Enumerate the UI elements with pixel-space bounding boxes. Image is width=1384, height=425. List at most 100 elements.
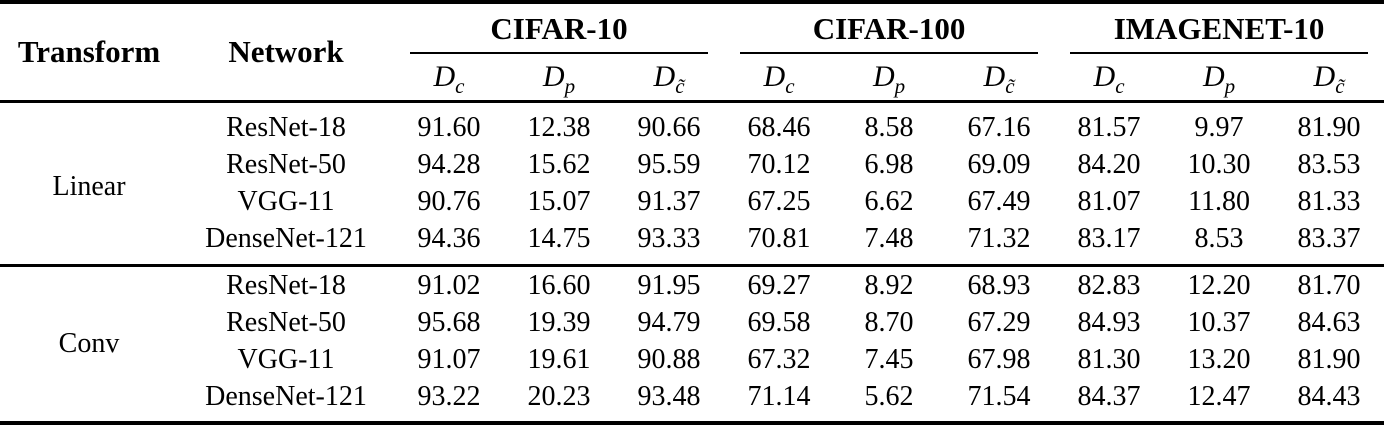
metric-value: 71.14 <box>747 380 811 412</box>
metric-value: 10.37 <box>1187 306 1251 338</box>
subcolumn-header-row: Dc Dp Dc̃ Dc Dp Dc̃ Dc Dp Dc̃ <box>0 54 1384 102</box>
metric-value: 81.07 <box>1077 186 1141 218</box>
metric-value: 6.98 <box>864 149 914 181</box>
metric-value: 83.37 <box>1297 223 1361 255</box>
metric-value: 83.17 <box>1077 223 1141 255</box>
metric-value: 81.90 <box>1297 343 1361 375</box>
metric-value: 67.98 <box>967 343 1031 375</box>
network-label: ResNet-50 <box>226 306 346 338</box>
metric-value: 81.33 <box>1297 186 1361 218</box>
transform-label: Conv <box>58 328 120 360</box>
metric-value: 5.62 <box>864 380 914 412</box>
metric-value: 94.36 <box>417 223 481 255</box>
metric-value: 19.61 <box>527 343 591 375</box>
metric-value: 15.62 <box>527 149 591 181</box>
metric-value: 84.93 <box>1077 306 1141 338</box>
metric-value: 10.30 <box>1187 149 1251 181</box>
metric-value: 67.29 <box>967 306 1031 338</box>
metric-value: 69.09 <box>967 149 1031 181</box>
metric-value: 16.60 <box>527 269 591 301</box>
subcol-header-dp: Dp <box>1202 60 1236 98</box>
subcol-header-dctilde: Dc̃ <box>1313 60 1345 98</box>
group-header-row: Transform Network CIFAR-10 CIFAR-100 IMA… <box>0 2 1384 69</box>
metric-value: 95.68 <box>417 306 481 338</box>
table-row: ResNet-50 94.28 15.62 95.59 70.12 6.98 69.09 84… <box>0 146 1384 183</box>
network-label: DenseNet-121 <box>205 380 367 412</box>
metric-value: 70.81 <box>747 223 811 255</box>
metric-value: 71.32 <box>967 223 1031 255</box>
metric-value: 81.90 <box>1297 112 1361 144</box>
header-transform: Transform <box>17 34 161 69</box>
metric-value: 81.57 <box>1077 112 1141 144</box>
metric-value: 68.46 <box>747 112 811 144</box>
metric-value: 12.47 <box>1187 380 1251 412</box>
table-row: DenseNet-121 94.36 14.75 93.33 70.81 7.48 71.3… <box>0 220 1384 265</box>
metric-value: 84.37 <box>1077 380 1141 412</box>
subcol-header-dctilde: Dc̃ <box>983 60 1015 98</box>
metric-value: 94.28 <box>417 149 481 181</box>
metric-value: 20.23 <box>527 380 591 412</box>
table-row: VGG-11 91.07 19.61 90.88 67.32 7.45 67.98 81.30… <box>0 341 1384 378</box>
metric-value: 67.32 <box>747 343 811 375</box>
block-conv: Conv ResNet-18 91.02 16.60 91.95 69.27 8.92 68.… <box>0 265 1384 423</box>
metric-value: 93.22 <box>417 380 481 412</box>
table-row: ResNet-50 95.68 19.39 94.79 69.58 8.70 67.29 84… <box>0 304 1384 341</box>
metric-value: 9.97 <box>1194 112 1244 144</box>
metric-value: 81.30 <box>1077 343 1141 375</box>
metric-value: 15.07 <box>527 186 591 218</box>
metric-value: 84.43 <box>1297 380 1361 412</box>
network-label: VGG-11 <box>237 186 335 218</box>
table-row: Linear ResNet-18 91.60 12.38 90.66 68.46 8.58 6… <box>0 102 1384 202</box>
metric-value: 7.45 <box>864 343 914 375</box>
subcol-header-dc: Dc <box>763 60 795 98</box>
metric-value: 67.49 <box>967 186 1031 218</box>
network-label: DenseNet-121 <box>205 223 367 255</box>
metric-value: 83.53 <box>1297 149 1361 181</box>
network-label: VGG-11 <box>237 343 335 375</box>
metric-value: 12.38 <box>527 112 591 144</box>
subcol-header-dc: Dc <box>1093 60 1125 98</box>
metric-value: 93.33 <box>637 223 701 255</box>
metric-value: 67.25 <box>747 186 811 218</box>
metric-value: 67.16 <box>967 112 1031 144</box>
metric-value: 94.79 <box>637 306 701 338</box>
metric-value: 90.76 <box>417 186 481 218</box>
metric-value: 69.27 <box>747 269 811 301</box>
metric-value: 8.70 <box>864 306 914 338</box>
metric-value: 70.12 <box>747 149 811 181</box>
metric-value: 90.66 <box>637 112 701 144</box>
metric-value: 71.54 <box>967 380 1031 412</box>
subcol-header-dc: Dc <box>433 60 465 98</box>
subcol-header-dp: Dp <box>542 60 576 98</box>
metric-value: 82.83 <box>1077 269 1141 301</box>
header-group-cifar100: CIFAR-100 <box>724 2 1054 54</box>
table-row: Conv ResNet-18 91.02 16.60 91.95 69.27 8.92 68.… <box>0 265 1384 360</box>
metric-value: 19.39 <box>527 306 591 338</box>
metric-value: 69.58 <box>747 306 811 338</box>
metric-value: 91.37 <box>637 186 701 218</box>
header-group-imagenet10: IMAGENET-10 <box>1054 2 1384 54</box>
metric-value: 14.75 <box>527 223 591 255</box>
metric-value: 84.20 <box>1077 149 1141 181</box>
metric-value: 81.70 <box>1297 269 1361 301</box>
table-row: VGG-11 90.76 15.07 91.37 67.25 6.62 67.49 81.07… <box>0 183 1384 220</box>
network-label: ResNet-18 <box>226 112 346 144</box>
metric-value: 68.93 <box>967 269 1031 301</box>
metric-value: 11.80 <box>1188 186 1251 218</box>
metric-value: 6.62 <box>864 186 914 218</box>
table-header: Transform Network CIFAR-10 CIFAR-100 IMA… <box>0 2 1384 102</box>
block-linear: Linear ResNet-18 91.60 12.38 90.66 68.46 8.58 6… <box>0 102 1384 266</box>
metric-value: 91.02 <box>417 269 481 301</box>
metric-value: 12.20 <box>1187 269 1251 301</box>
metric-value: 91.95 <box>637 269 701 301</box>
header-network: Network <box>228 34 344 69</box>
subcol-header-dp: Dp <box>872 60 906 98</box>
metric-value: 8.58 <box>864 112 914 144</box>
subcol-header-dctilde: Dc̃ <box>653 60 685 98</box>
network-label: ResNet-18 <box>226 269 346 301</box>
metric-value: 95.59 <box>637 149 701 181</box>
metric-value: 84.63 <box>1297 306 1361 338</box>
transform-label: Linear <box>52 170 126 202</box>
metric-value: 90.88 <box>637 343 701 375</box>
